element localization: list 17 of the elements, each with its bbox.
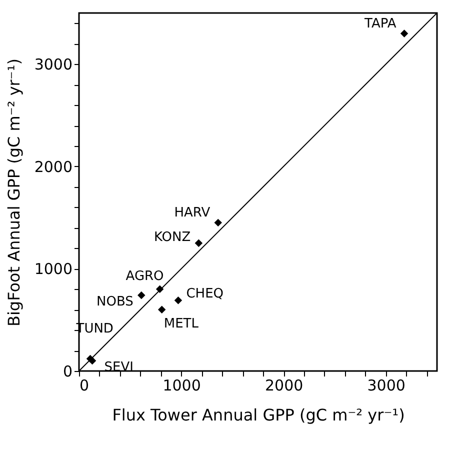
annotation: CHEQ xyxy=(186,286,224,302)
y-tick-label: 1000 xyxy=(34,260,72,278)
y-tick-label: 2000 xyxy=(34,158,72,176)
x-tick-label: 2000 xyxy=(264,376,304,394)
x-tick-label: 0 xyxy=(80,376,90,394)
annotation: AGRO xyxy=(126,269,164,284)
x-axis-title: Flux Tower Annual GPP (gC m⁻² yr⁻¹) xyxy=(112,406,405,424)
y-tick-label: 3000 xyxy=(34,56,72,74)
x-tick-label: 3000 xyxy=(367,376,406,394)
annotation: KONZ xyxy=(154,230,191,246)
y-axis-title: BigFoot Annual GPP (gC m⁻² yr⁻¹) xyxy=(4,58,24,326)
annotation: METL xyxy=(164,316,200,332)
x-tick-label: 1000 xyxy=(162,376,201,394)
annotation: TAPA xyxy=(364,16,396,32)
annotation: HARV xyxy=(174,206,210,221)
annotation: NOBS xyxy=(96,294,134,310)
y-tick-label: 0 xyxy=(62,362,72,380)
